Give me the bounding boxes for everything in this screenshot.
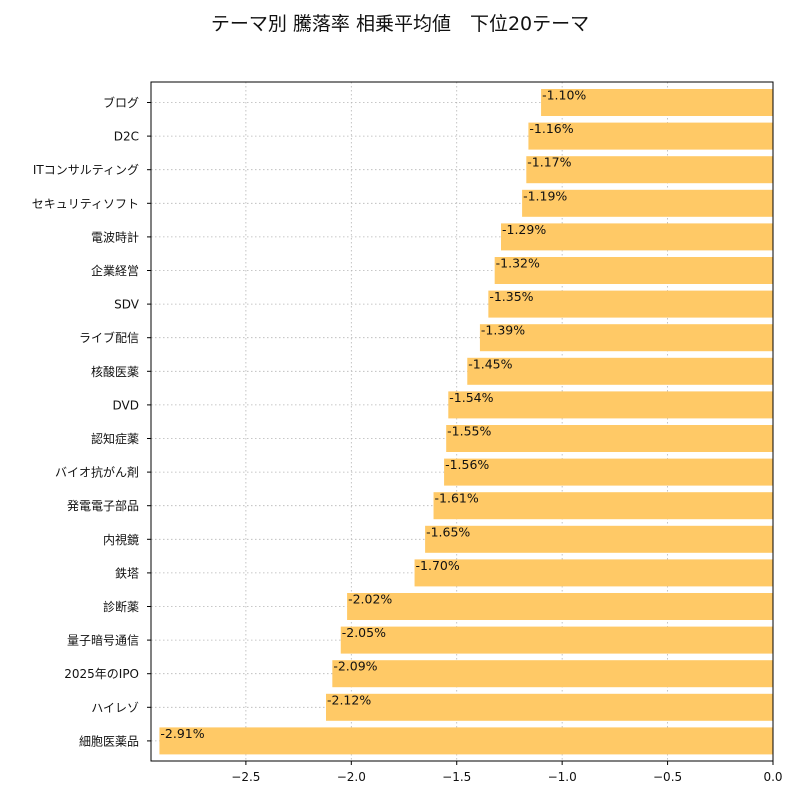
bar <box>528 122 773 150</box>
data-label: -1.19% <box>523 188 567 203</box>
y-tick-label: セキュリティソフト <box>32 197 139 211</box>
x-tick-labels: −2.5 −2.0 −1.5 −1.0 −0.5 0.0 <box>231 761 783 784</box>
y-tick-label: 鉄塔 <box>115 565 139 580</box>
y-tick-label: 2025年のIPO <box>64 667 139 681</box>
bars-layer <box>159 89 773 755</box>
y-tick-label: バイオ抗がん剤 <box>55 465 139 480</box>
data-label: -2.09% <box>333 659 377 674</box>
data-label: -2.12% <box>327 692 371 707</box>
y-tick-label: 認知症薬 <box>91 431 139 446</box>
bar <box>488 290 773 318</box>
bar <box>446 425 773 452</box>
data-label: -2.02% <box>348 592 392 607</box>
data-label: -1.54% <box>449 390 493 405</box>
bar <box>340 626 773 654</box>
y-tick-label: ブログ <box>103 95 139 110</box>
data-label: -1.10% <box>542 88 586 103</box>
bar <box>414 559 773 587</box>
data-label: -1.29% <box>502 222 546 237</box>
y-tick-label: SDV <box>114 298 140 312</box>
data-label: -1.55% <box>447 424 491 439</box>
y-tick-label: 診断薬 <box>103 599 139 614</box>
data-label: -1.45% <box>468 356 512 371</box>
bar <box>433 492 773 520</box>
data-label: -2.05% <box>342 625 386 640</box>
data-label: -1.61% <box>435 491 479 506</box>
plot-frame <box>150 81 774 762</box>
bar <box>522 189 773 217</box>
x-tick-label: −2.0 <box>337 770 366 784</box>
x-tick-label: −2.5 <box>231 770 260 784</box>
data-label: -1.17% <box>527 155 571 170</box>
data-label: -1.39% <box>481 323 525 338</box>
y-tick-label: DVD <box>113 398 139 412</box>
data-label: -1.65% <box>426 524 470 539</box>
y-tick-label: 内視鏡 <box>103 532 139 547</box>
x-tick-label: −1.5 <box>442 770 471 784</box>
y-tick-label: ITコンサルティング <box>33 163 139 177</box>
x-tick-label: −0.5 <box>653 770 682 784</box>
bar <box>425 525 773 553</box>
x-tick-label: −1.0 <box>548 770 577 784</box>
y-tick-label: ライブ配信 <box>79 330 139 345</box>
bar <box>448 391 773 419</box>
data-label: -1.35% <box>489 289 533 304</box>
bar <box>541 89 773 116</box>
data-label: -1.16% <box>529 121 573 136</box>
y-tick-label: 細胞医薬品 <box>79 734 139 748</box>
y-tick-label: 核酸医薬 <box>91 364 139 379</box>
chart-title: テーマ別 騰落率 相乗平均値 下位20テーマ <box>211 13 589 35</box>
y-tick-label: 企業経営 <box>91 263 139 278</box>
bar <box>479 324 773 352</box>
bar <box>501 223 773 251</box>
bar <box>467 357 773 385</box>
grid-layer <box>151 82 774 761</box>
x-tick-label: 0.0 <box>763 770 782 784</box>
data-label: -1.70% <box>416 558 460 573</box>
bar <box>347 593 773 620</box>
y-tick-label: 発電電子部品 <box>67 498 139 513</box>
bar <box>494 257 773 284</box>
bar <box>526 156 773 184</box>
data-label: -1.56% <box>445 457 489 472</box>
bar <box>332 660 773 688</box>
data-label: -2.91% <box>160 726 204 741</box>
y-tick-label: D2C <box>114 130 139 144</box>
y-tick-label: 量子暗号通信 <box>67 633 139 648</box>
data-labels-layer: -1.10% -1.16% -1.17% -1.19% -1.29% -1.32% -1.3… <box>160 88 586 741</box>
y-tick-label: ハイレゾ <box>91 701 139 715</box>
data-label: -1.32% <box>496 256 540 271</box>
bar <box>159 727 773 755</box>
y-tick-label: 電波時計 <box>91 229 139 244</box>
bar <box>326 693 773 721</box>
bar <box>444 458 773 486</box>
